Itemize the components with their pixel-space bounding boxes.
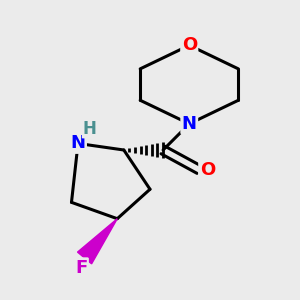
Text: H: H xyxy=(82,120,96,138)
Text: N: N xyxy=(182,115,197,133)
Text: O: O xyxy=(200,160,215,178)
Text: F: F xyxy=(75,259,87,277)
Text: N: N xyxy=(70,134,86,152)
Polygon shape xyxy=(77,219,117,264)
Text: O: O xyxy=(182,36,197,54)
